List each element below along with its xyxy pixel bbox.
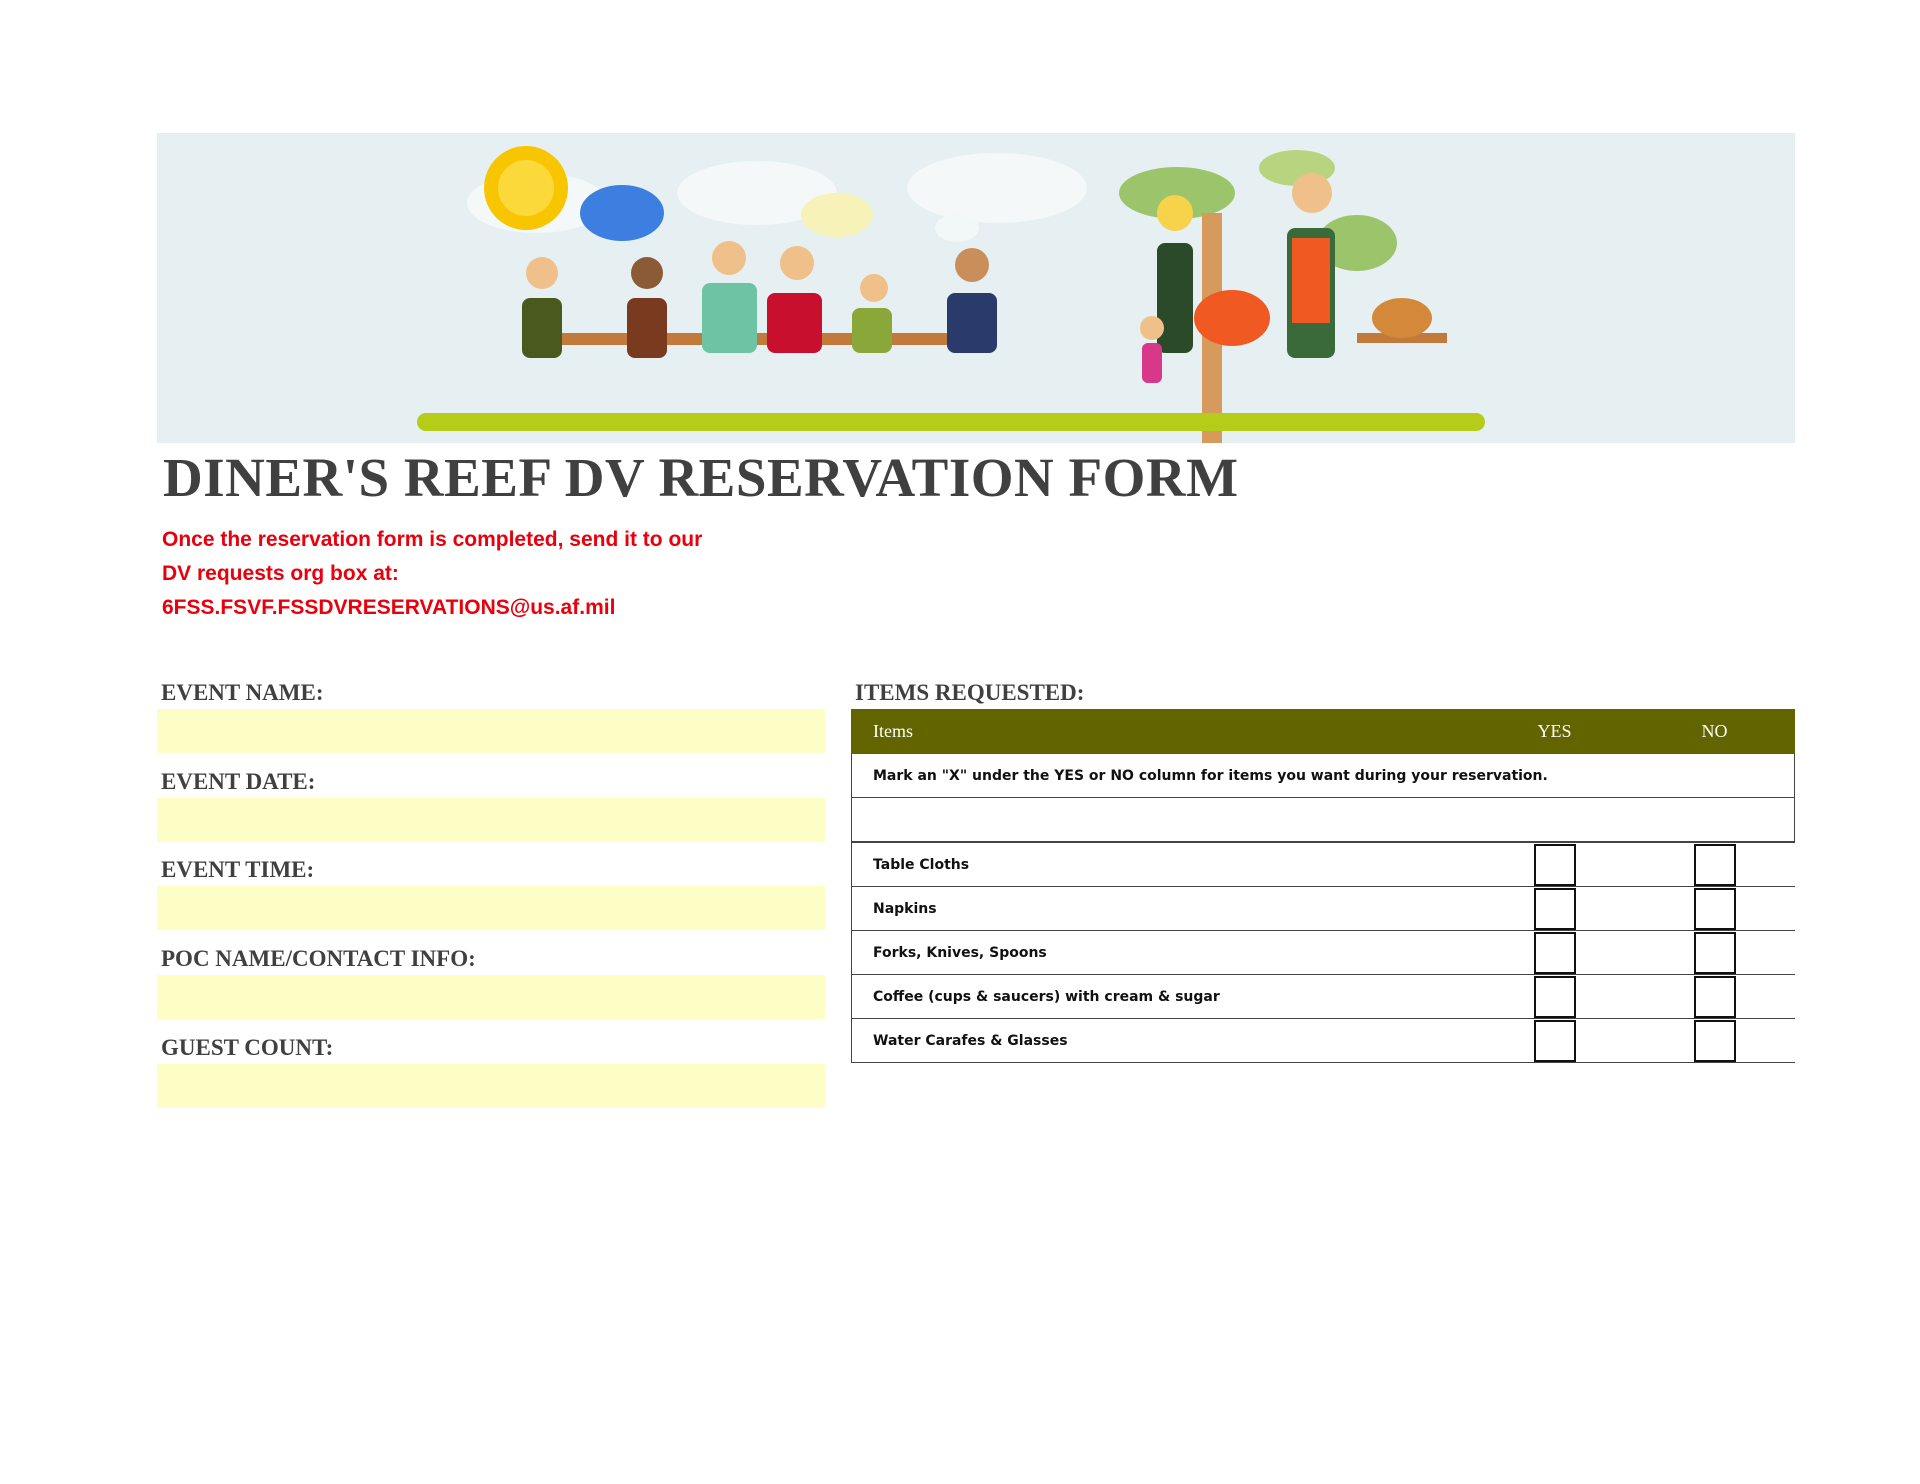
instruction-line-1: Once the reservation form is completed, … (162, 528, 703, 551)
poc-field[interactable] (157, 975, 825, 1019)
event-date-label: EVENT DATE: (161, 769, 316, 794)
header-items: Items (851, 709, 1475, 754)
item-label: Coffee (cups & saucers) with cream & sug… (851, 974, 1475, 1019)
items-table: Items YES NO Mark an "X" under the YES o… (851, 709, 1795, 842)
table-row: Forks, Knives, Spoons (851, 930, 1795, 975)
email-address: 6FSS.FSVF.FSSDVRESERVATIONS@us.af.mil (162, 596, 616, 619)
header-yes: YES (1474, 709, 1635, 754)
table-row: Water Carafes & Glasses (851, 1018, 1795, 1063)
yes-checkbox[interactable] (1534, 931, 1576, 974)
event-name-field[interactable] (157, 709, 825, 753)
no-checkbox[interactable] (1694, 1019, 1736, 1062)
event-time-label: EVENT TIME: (161, 857, 315, 882)
page-title: DINER'S REEF DV RESERVATION FORM (163, 447, 1239, 508)
table-row: Coffee (cups & saucers) with cream & sug… (851, 974, 1795, 1019)
header-no: NO (1634, 709, 1795, 754)
table-instruction: Mark an "X" under the YES or NO column f… (851, 753, 1795, 798)
item-label: Napkins (851, 886, 1475, 931)
no-checkbox[interactable] (1694, 843, 1736, 886)
grill (1194, 290, 1270, 346)
guest-count-label: GUEST COUNT: (161, 1035, 334, 1060)
diners (522, 241, 997, 358)
table-header: Items YES NO (851, 709, 1795, 754)
event-name-label: EVENT NAME: (161, 680, 324, 705)
instruction-line-2: DV requests org box at: (162, 562, 399, 585)
items-rows: Table Cloths Napkins Forks, Knives, Spoo… (851, 842, 1795, 1063)
banner-illustration (157, 133, 1795, 463)
blank-row (851, 797, 1795, 842)
event-time-field[interactable] (157, 886, 825, 930)
yes-checkbox[interactable] (1534, 975, 1576, 1018)
item-label: Forks, Knives, Spoons (851, 930, 1475, 975)
guest-count-field[interactable] (157, 1064, 825, 1108)
poc-label: POC NAME/CONTACT INFO: (161, 946, 476, 971)
yes-checkbox[interactable] (1534, 887, 1576, 930)
table-row: Napkins (851, 886, 1795, 931)
event-date-field[interactable] (157, 798, 825, 842)
item-label: Water Carafes & Glasses (851, 1018, 1475, 1063)
yes-checkbox[interactable] (1534, 1019, 1576, 1062)
no-checkbox[interactable] (1694, 975, 1736, 1018)
table-row: Table Cloths (851, 842, 1795, 887)
speech-bubble (580, 185, 664, 241)
items-requested-heading: ITEMS REQUESTED: (855, 680, 1085, 705)
item-label: Table Cloths (851, 842, 1475, 887)
no-checkbox[interactable] (1694, 931, 1736, 974)
table (557, 333, 967, 345)
grass (417, 413, 1485, 431)
yes-checkbox[interactable] (1534, 843, 1576, 886)
no-checkbox[interactable] (1694, 887, 1736, 930)
bbq-group (1119, 150, 1447, 463)
